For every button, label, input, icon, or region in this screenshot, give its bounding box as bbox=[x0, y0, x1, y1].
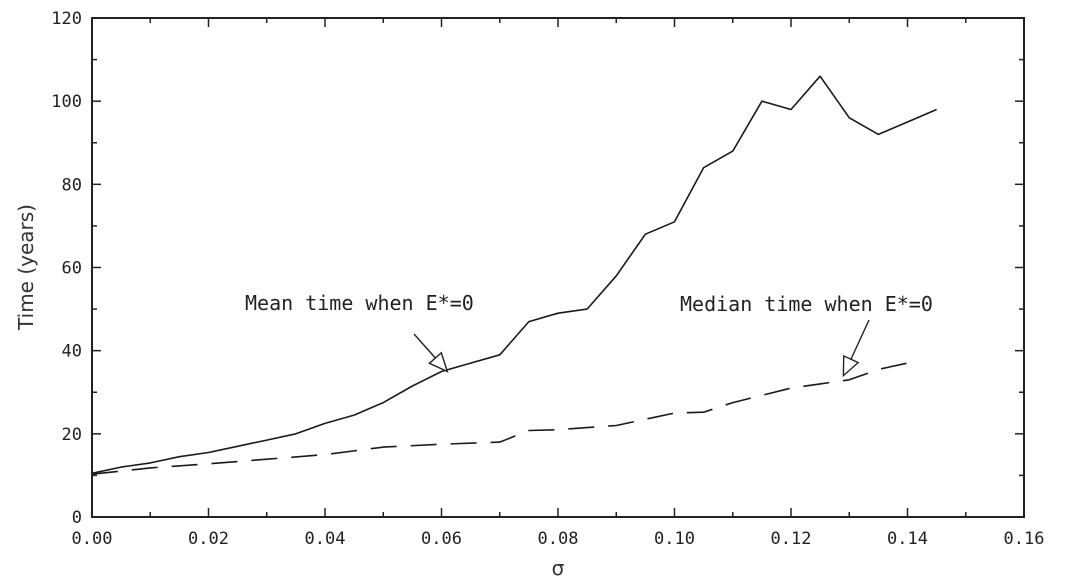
annotations: Mean time when E*=0 Median time when E*=0 bbox=[245, 291, 933, 378]
y-axis-title: Time (years) bbox=[14, 204, 38, 331]
y-tick-label: 0 bbox=[72, 508, 82, 528]
plot-frame bbox=[91, 17, 1025, 518]
y-tick-label: 120 bbox=[51, 9, 82, 29]
mean-series-line bbox=[91, 75, 937, 475]
median-series-line bbox=[91, 362, 908, 475]
x-tick-label: 0.00 bbox=[72, 529, 113, 549]
annotation-label: Mean time when E*=0 bbox=[245, 291, 474, 315]
x-tick-label: 0.16 bbox=[1004, 529, 1045, 549]
annotation-arrow-line bbox=[413, 333, 436, 359]
y-tick-label: 40 bbox=[62, 342, 82, 362]
y-tick-label: 20 bbox=[62, 425, 82, 445]
series-group bbox=[91, 75, 937, 475]
x-tick-label: 0.04 bbox=[305, 529, 346, 549]
x-axis: 0.00 0.02 0.04 0.06 0.08 0.10 0.12 0.14 0.16 bbox=[72, 18, 1045, 549]
x-tick-label: 0.08 bbox=[538, 529, 579, 549]
annotation-arrow-head bbox=[842, 354, 860, 378]
x-axis-title: σ bbox=[552, 556, 565, 580]
x-tick-label: 0.12 bbox=[771, 529, 812, 549]
y-axis: 0 20 40 60 80 100 120 bbox=[51, 9, 1024, 528]
x-tick-label: 0.06 bbox=[421, 529, 462, 549]
annotation-arrow-head bbox=[428, 351, 449, 373]
x-tick-label: 0.02 bbox=[188, 529, 229, 549]
x-tick-label: 0.14 bbox=[887, 529, 928, 549]
annotation-arrow-line bbox=[850, 319, 870, 360]
x-tick-label: 0.10 bbox=[654, 529, 695, 549]
y-tick-label: 100 bbox=[51, 92, 82, 112]
y-tick-label: 80 bbox=[62, 175, 82, 195]
annotation-label: Median time when E*=0 bbox=[680, 292, 933, 316]
y-tick-label: 60 bbox=[62, 259, 82, 279]
